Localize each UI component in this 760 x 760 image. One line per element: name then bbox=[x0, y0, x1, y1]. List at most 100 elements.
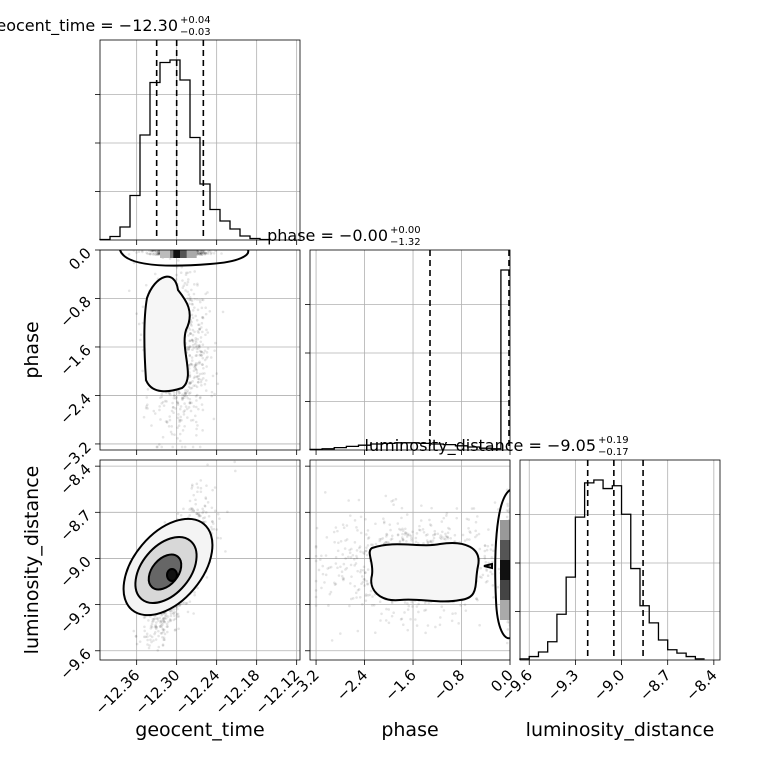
sample-point bbox=[150, 635, 154, 639]
sample-point bbox=[206, 252, 210, 256]
sample-point bbox=[194, 362, 198, 365]
sample-point bbox=[149, 250, 153, 253]
sample-point bbox=[154, 627, 158, 631]
sample-point bbox=[220, 252, 223, 255]
sample-point bbox=[491, 560, 494, 564]
sample-point bbox=[374, 522, 377, 526]
sample-point bbox=[179, 271, 183, 275]
sample-point bbox=[381, 537, 385, 540]
sample-point bbox=[211, 374, 215, 378]
sample-point bbox=[506, 502, 509, 506]
sample-point bbox=[449, 536, 453, 540]
sample-point bbox=[477, 532, 481, 536]
sample-point bbox=[197, 250, 200, 254]
sample-point bbox=[183, 445, 187, 449]
sample-point bbox=[353, 564, 356, 567]
sample-point bbox=[321, 564, 325, 568]
sample-point bbox=[178, 604, 182, 607]
sample-point bbox=[388, 523, 392, 526]
sample-point bbox=[206, 251, 209, 254]
sample-point bbox=[408, 533, 411, 537]
sample-point bbox=[204, 496, 208, 499]
sample-point bbox=[155, 617, 159, 620]
sample-point bbox=[423, 609, 426, 612]
sample-point bbox=[146, 403, 149, 406]
sample-point bbox=[324, 573, 328, 577]
sample-point bbox=[213, 349, 216, 352]
sample-point bbox=[163, 632, 167, 636]
sample-point bbox=[194, 498, 197, 502]
sample-point bbox=[459, 604, 462, 607]
sample-point bbox=[496, 585, 500, 589]
sample-point bbox=[198, 251, 202, 255]
sample-point bbox=[204, 497, 208, 501]
sample-point bbox=[185, 407, 189, 411]
sample-point bbox=[390, 537, 394, 541]
sample-point bbox=[203, 504, 207, 508]
sample-point bbox=[191, 316, 195, 320]
sample-point bbox=[325, 536, 329, 539]
sample-point bbox=[384, 619, 388, 622]
panel-frame bbox=[99, 249, 301, 451]
sample-point bbox=[188, 339, 192, 343]
sample-point bbox=[188, 328, 192, 331]
sample-point bbox=[193, 297, 196, 301]
sample-point bbox=[199, 486, 203, 490]
sample-point bbox=[190, 363, 194, 367]
sample-point bbox=[151, 250, 155, 252]
sample-point bbox=[172, 612, 175, 615]
sample-point bbox=[359, 531, 363, 535]
sample-point bbox=[417, 528, 421, 532]
sample-point bbox=[353, 519, 357, 522]
sample-point bbox=[158, 616, 162, 620]
sample-point bbox=[199, 490, 203, 494]
sample-point bbox=[196, 486, 200, 489]
sample-point bbox=[480, 576, 483, 579]
sample-point bbox=[200, 316, 204, 319]
sample-point bbox=[188, 297, 192, 301]
sample-point bbox=[174, 628, 177, 631]
sample-point bbox=[340, 574, 344, 578]
sample-point bbox=[470, 507, 474, 510]
sample-point bbox=[201, 330, 204, 334]
sample-point bbox=[183, 391, 187, 395]
sample-point bbox=[162, 619, 166, 623]
sample-point bbox=[167, 425, 171, 428]
sample-point bbox=[400, 536, 404, 539]
sample-point bbox=[474, 520, 478, 524]
sample-point bbox=[154, 250, 157, 252]
sample-point bbox=[385, 607, 388, 611]
sample-point bbox=[189, 332, 193, 335]
sample-point bbox=[155, 625, 158, 629]
sample-point bbox=[434, 625, 437, 629]
sample-point bbox=[143, 625, 146, 629]
sample-point bbox=[360, 602, 364, 606]
sample-point bbox=[157, 629, 160, 633]
sample-point bbox=[146, 643, 149, 646]
sample-point bbox=[198, 396, 202, 400]
sample-point bbox=[154, 638, 158, 641]
sample-point bbox=[176, 401, 180, 405]
sample-point bbox=[357, 588, 361, 591]
sample-point bbox=[496, 508, 500, 511]
density-cell bbox=[500, 580, 510, 600]
sample-point bbox=[418, 524, 421, 528]
y-tick-label-phase: −2.4 bbox=[56, 390, 94, 428]
sample-point bbox=[187, 347, 191, 350]
sample-point bbox=[201, 372, 204, 375]
sample-point bbox=[188, 401, 192, 404]
sample-point bbox=[164, 612, 168, 615]
sample-point bbox=[182, 284, 186, 288]
sample-point bbox=[194, 363, 197, 366]
sample-point bbox=[197, 514, 201, 518]
sample-point bbox=[403, 533, 407, 536]
sample-point bbox=[210, 390, 214, 394]
sample-point bbox=[199, 250, 203, 252]
sample-point bbox=[188, 345, 192, 348]
sample-point bbox=[182, 410, 186, 414]
sample-point bbox=[176, 416, 180, 420]
sample-point bbox=[217, 512, 220, 516]
sample-point bbox=[153, 630, 157, 634]
sample-point bbox=[457, 622, 460, 625]
sample-point bbox=[159, 620, 163, 623]
